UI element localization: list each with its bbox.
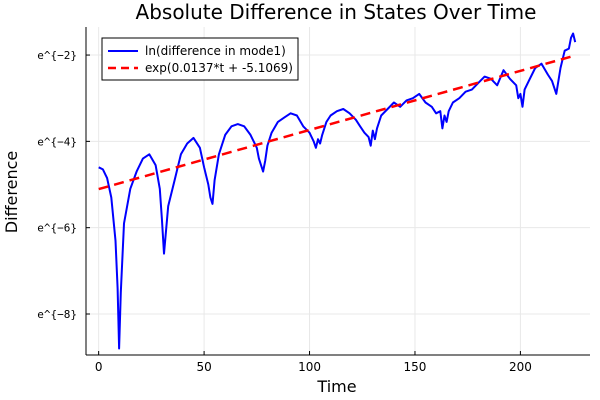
y-ticks: e^{−2} e^{−4} e^{−6} e^{−8} bbox=[37, 49, 90, 321]
legend-box bbox=[101, 37, 299, 81]
y-tick-label: e^{−8} bbox=[37, 308, 77, 321]
x-tick-label: 100 bbox=[298, 360, 321, 374]
series-line-fit bbox=[98, 54, 576, 191]
x-tick-label: 150 bbox=[404, 360, 427, 374]
legend-label-mode1: ln(difference in mode1) bbox=[145, 44, 286, 58]
y-tick-label: e^{−2} bbox=[37, 49, 77, 62]
x-tick-label: 200 bbox=[509, 360, 532, 374]
series-line-mode1 bbox=[98, 32, 577, 350]
x-ticks: 0 50 100 150 200 bbox=[95, 351, 532, 374]
y-tick-label: e^{−6} bbox=[37, 222, 77, 235]
chart-title: Absolute Difference in States Over Time bbox=[136, 0, 537, 24]
legend-label-fit: exp(0.0137*t + -5.1069) bbox=[145, 61, 293, 75]
x-axis-label: Time bbox=[316, 377, 356, 396]
y-axis-label: Difference bbox=[2, 151, 21, 233]
series-layer bbox=[98, 32, 577, 350]
x-tick-label: 0 bbox=[95, 360, 103, 374]
y-tick-label: e^{−4} bbox=[37, 135, 77, 148]
plot-frame bbox=[85, 27, 590, 356]
legend: ln(difference in mode1) exp(0.0137*t + -… bbox=[101, 37, 299, 81]
x-tick-label: 50 bbox=[196, 360, 211, 374]
